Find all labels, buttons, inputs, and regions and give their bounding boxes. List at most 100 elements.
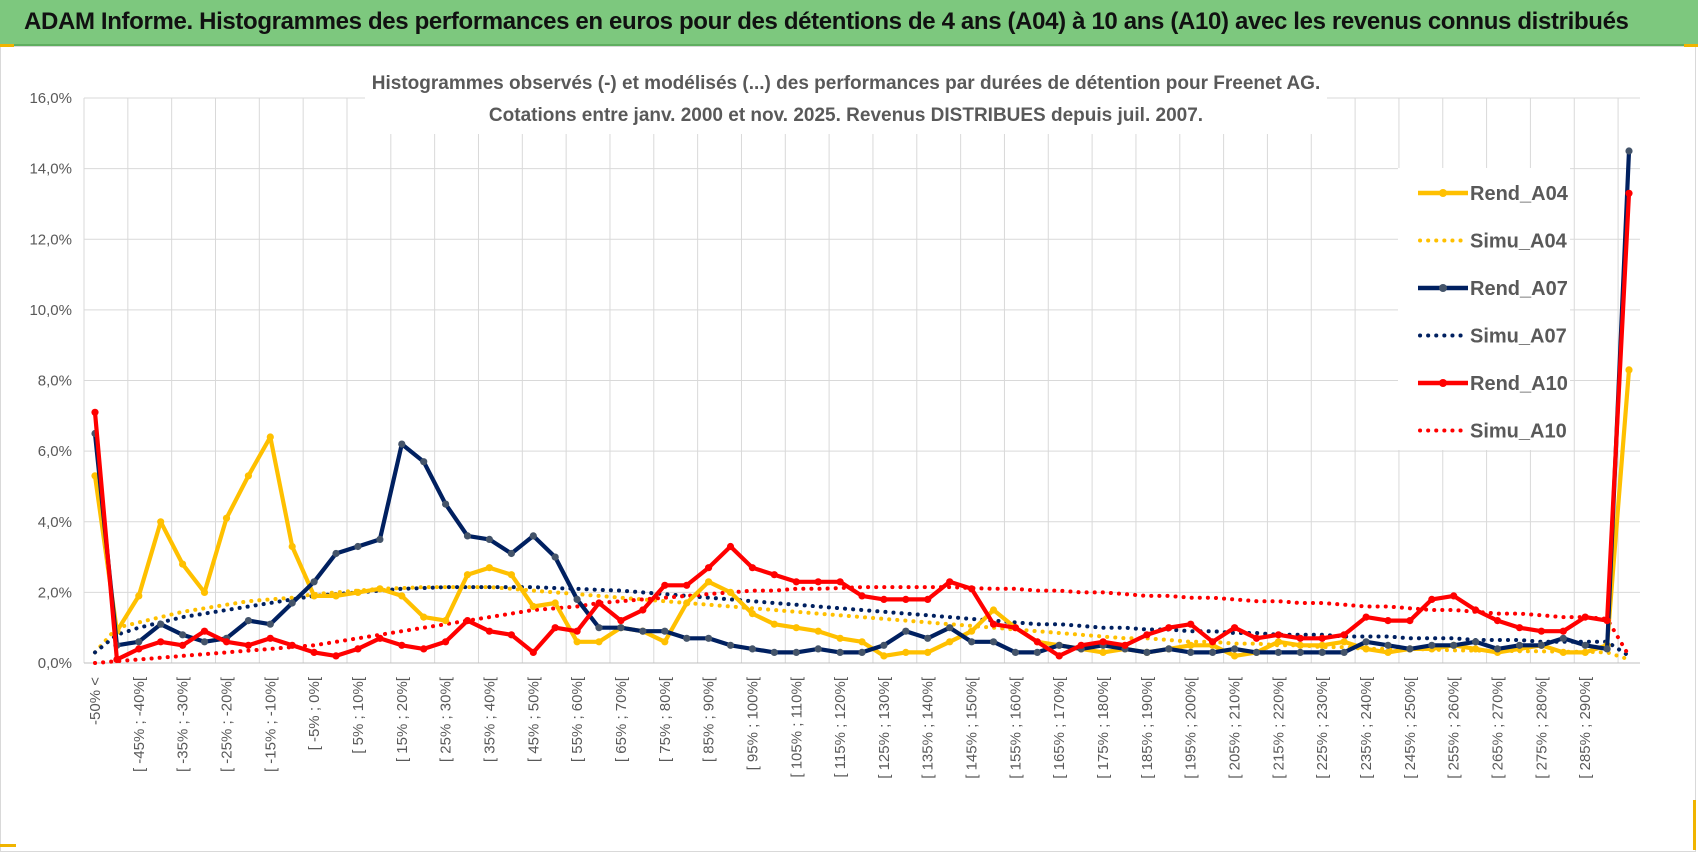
x-tick-label: [ 165% ; 170%[ (1051, 676, 1068, 779)
x-tick-label: [ 115% ; 120%[ (832, 676, 849, 777)
data-point (1625, 147, 1633, 155)
data-point (683, 599, 691, 607)
data-point (266, 634, 274, 642)
series-line-simu-a10 (93, 585, 1631, 665)
data-point (770, 620, 778, 628)
data-point (1493, 617, 1502, 625)
data-point (288, 599, 296, 607)
data-point (1362, 613, 1370, 621)
data-point (507, 549, 515, 558)
data-point (222, 638, 231, 646)
data-point (1428, 595, 1436, 604)
data-point (1077, 641, 1085, 649)
x-tick-label: [ 225% ; 230%[ (1314, 676, 1331, 779)
data-point (266, 433, 274, 441)
report-header: ADAM Informe. Histogrammes des performan… (0, 0, 1698, 46)
data-point (485, 535, 493, 544)
x-tick-label: [ -15% ; -10%[ (262, 676, 279, 772)
data-point (1537, 627, 1545, 635)
data-point (1603, 645, 1611, 653)
x-tick-label: [ 175% ; 180%[ (1095, 676, 1112, 779)
data-point (200, 638, 209, 646)
data-point (529, 602, 537, 611)
data-point (573, 627, 581, 635)
data-point (179, 641, 187, 649)
data-point (1209, 648, 1217, 657)
data-point (617, 624, 625, 632)
data-point (1362, 645, 1370, 653)
data-point (1581, 613, 1589, 621)
x-tick-label: [ 185% ; 190%[ (1139, 676, 1156, 779)
data-point (1296, 634, 1304, 642)
data-point (179, 560, 187, 568)
legend-label: Simu_A10 (1470, 421, 1567, 443)
data-point (770, 648, 778, 657)
legend-item-simu-a07: Simu_A07 (1418, 326, 1567, 348)
legend-label: Rend_A07 (1470, 278, 1568, 300)
data-point (551, 599, 559, 607)
data-point (551, 624, 559, 632)
data-point (968, 627, 976, 635)
legend-item-rend-a04: Rend_A04 (1418, 183, 1569, 205)
data-point (1121, 641, 1129, 649)
series-rend-a07 (91, 147, 1633, 657)
data-point (595, 624, 603, 632)
data-point (683, 634, 691, 642)
data-point (595, 599, 603, 607)
data-point (398, 440, 406, 448)
data-point (1252, 634, 1261, 642)
data-point (113, 655, 121, 664)
data-point (836, 578, 844, 586)
data-point (1055, 641, 1063, 649)
data-point (748, 564, 757, 572)
y-tick-label: 4,0% (38, 514, 72, 531)
data-point (463, 617, 472, 625)
data-point (726, 542, 735, 551)
data-point (1450, 641, 1458, 649)
data-point (1099, 638, 1107, 646)
data-point (442, 617, 450, 625)
data-point (1340, 631, 1348, 639)
data-point (157, 638, 165, 646)
data-point (1318, 648, 1326, 657)
data-point (1384, 648, 1392, 657)
x-tick-label: [ 135% ; 140%[ (920, 676, 937, 779)
data-point (726, 641, 735, 649)
data-point (1231, 624, 1239, 632)
data-point (1274, 648, 1282, 657)
data-point (989, 620, 998, 628)
data-point (1318, 634, 1326, 642)
data-point (968, 638, 976, 646)
data-point (310, 578, 318, 586)
x-tick-label: -50% < (87, 677, 104, 725)
data-point (1252, 648, 1261, 657)
data-point (1187, 620, 1195, 628)
data-point (1033, 638, 1041, 646)
data-point (1340, 648, 1348, 657)
data-point (946, 578, 954, 586)
data-point (1231, 652, 1239, 660)
data-point (1165, 645, 1173, 653)
data-point (354, 645, 362, 653)
data-point (551, 553, 559, 561)
x-tick-label: [ 125% ; 130%[ (876, 676, 893, 779)
data-point (989, 638, 998, 646)
data-point (157, 620, 165, 628)
data-point (200, 627, 209, 635)
x-tick-label: [ 205% ; 210%[ (1227, 676, 1244, 779)
x-tick-label: [ 235% ; 240%[ (1358, 676, 1375, 779)
data-point (902, 627, 910, 635)
corner-accent-bottom-left (0, 844, 16, 847)
data-point (661, 627, 669, 635)
data-point (1428, 641, 1436, 649)
data-point (1011, 624, 1020, 632)
y-tick-label: 14,0% (29, 161, 72, 178)
x-tick-label: [ 285% ; 290%[ (1577, 676, 1594, 779)
data-point (902, 648, 910, 657)
x-tick-label: [ 265% ; 270%[ (1490, 676, 1507, 779)
data-point (1187, 648, 1195, 657)
data-point (748, 610, 757, 618)
data-point (244, 472, 252, 480)
data-point (420, 645, 428, 653)
data-point (814, 645, 822, 653)
